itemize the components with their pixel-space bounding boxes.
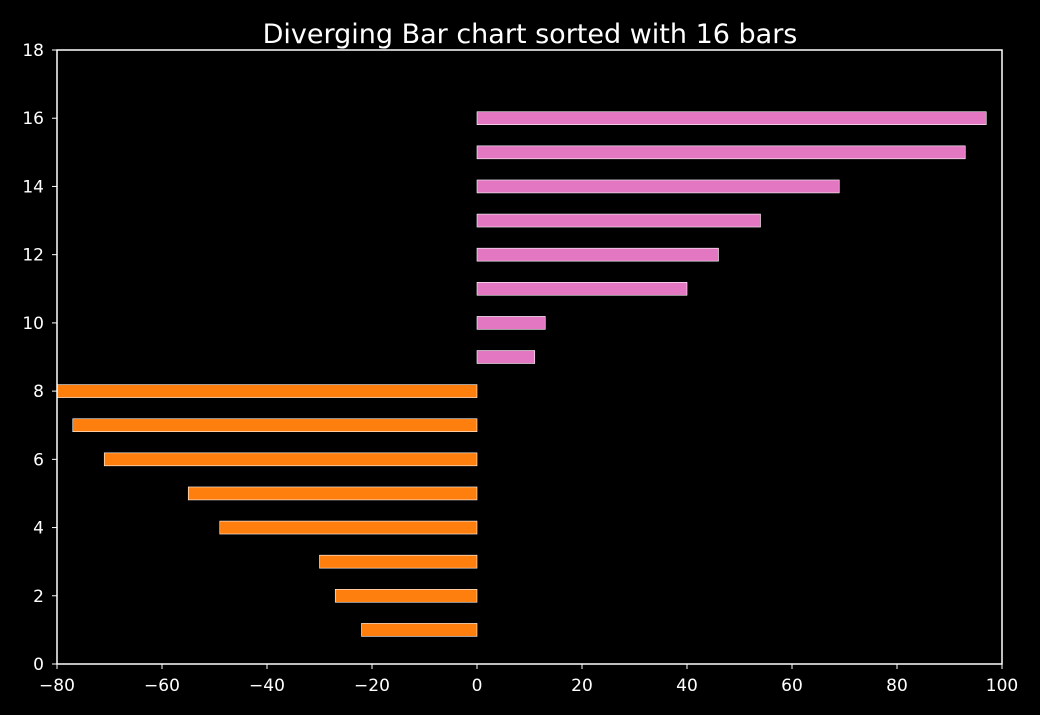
bar-6 <box>103 452 478 467</box>
y-tick-label: 8 <box>33 382 44 402</box>
bar-16 <box>476 111 987 126</box>
bar-14 <box>476 179 840 194</box>
bar-4 <box>219 520 478 535</box>
x-axis: −80 −60 −40 −20 0 20 40 60 80 100 <box>39 664 1018 696</box>
x-tick-label: 0 <box>472 676 483 696</box>
x-tick-label: 20 <box>571 676 593 696</box>
bar-15 <box>476 145 966 160</box>
y-tick-label: 0 <box>33 655 44 675</box>
bar-1 <box>361 623 478 637</box>
x-tick-label: 60 <box>781 676 803 696</box>
plot-frame <box>56 49 1003 665</box>
y-tick-label: 14 <box>22 177 44 197</box>
bars-layer <box>56 111 987 637</box>
y-tick-label: 18 <box>22 41 44 61</box>
bar-7 <box>72 418 478 433</box>
x-tick-label: −40 <box>249 676 285 696</box>
x-tick-label: −20 <box>354 676 390 696</box>
bar-5 <box>187 486 478 501</box>
x-tick-label: −60 <box>144 676 180 696</box>
bar-13 <box>476 213 761 228</box>
y-tick-label: 12 <box>22 246 44 266</box>
y-tick-label: 16 <box>22 109 44 129</box>
x-tick-label: 40 <box>676 676 698 696</box>
bar-8 <box>56 384 478 398</box>
y-tick-label: 2 <box>33 587 44 607</box>
x-tick-label: 100 <box>986 676 1018 696</box>
y-tick-label: 10 <box>22 314 44 334</box>
bar-12 <box>476 247 719 262</box>
bar-9 <box>476 350 536 364</box>
bar-11 <box>476 281 688 296</box>
chart-title: Diverging Bar chart sorted with 16 bars <box>263 19 798 50</box>
bar-10 <box>476 316 546 330</box>
bar-2 <box>334 588 478 603</box>
bar-3 <box>319 554 478 569</box>
x-tick-label: −80 <box>39 676 75 696</box>
y-tick-label: 6 <box>33 450 44 470</box>
y-axis: 0 2 4 6 8 10 12 14 16 18 <box>22 41 57 675</box>
x-tick-label: 80 <box>886 676 908 696</box>
y-tick-label: 4 <box>33 519 44 539</box>
